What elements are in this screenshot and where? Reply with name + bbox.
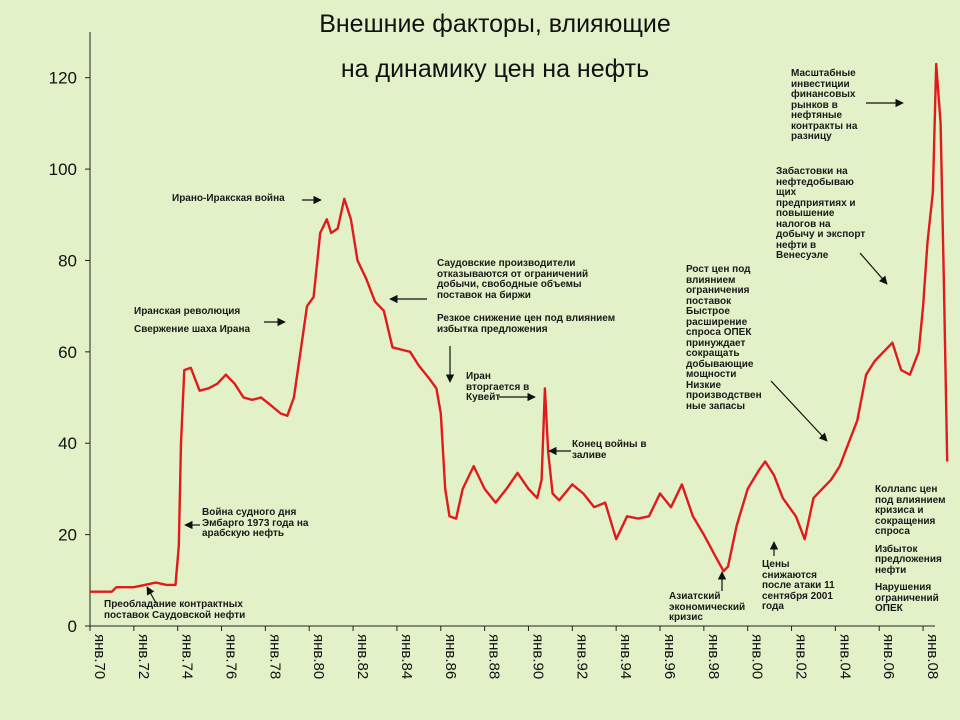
chart-title-line-1: Внешние факторы, влияющие [319,10,671,38]
annotation-iraq-kuwait: Иран вторгается в Кувейт [466,371,530,403]
annotation-saudi-producers: Саудовские производители отказываются от… [437,258,589,301]
x-tick-label: янв.96 [661,634,678,679]
annotation-collapse-3: Нарушения ограничений ОПЕК [875,582,939,614]
annotation-iran-revolution: Иранская революция Свержение шаха Ирана [134,306,262,335]
x-tick-label: янв.74 [179,634,196,679]
arrow-price-growth [770,380,828,442]
y-tick-label: 60 [58,343,77,362]
annotation-venezuela: Забастовки на нефтедобываю щих предприят… [776,166,866,261]
x-tick-label: янв.02 [793,634,810,679]
y-tick-label: 100 [49,160,77,179]
x-tick-label: янв.80 [310,634,327,679]
x-tick-label: янв.84 [398,634,415,679]
y-tick-label: 0 [68,617,77,636]
x-tick-label: янв.82 [354,634,371,679]
y-tick-label: 80 [58,251,77,270]
annotation-yom-kippur: Война судного дня Эмбарго 1973 года на а… [202,507,309,539]
arrow-venezuela [859,252,888,285]
annotation-gulf-war-end: Конец войны в заливе [572,439,647,461]
x-tick-label: янв.08 [924,634,941,679]
x-tick-label: янв.92 [573,634,590,679]
y-tick-label: 120 [49,69,77,88]
x-tick-label: янв.86 [442,634,459,679]
x-tick-label: янв.98 [705,634,722,679]
x-tick-label: янв.78 [266,634,283,679]
x-tick-label: янв.70 [91,634,108,679]
y-tick-label: 40 [58,434,77,453]
annotation-price-growth: Рост цен под влиянием ограничения постав… [686,264,762,412]
x-tick-label: янв.04 [836,634,853,679]
annotation-iran-revolution-1: Иранская революция [134,306,241,317]
chart-title-line-2: на динамику цен на нефть [340,55,650,83]
annotation-price-collapse: Коллапс цен под влиянием кризиса и сокра… [875,484,957,615]
oil-price-series-line [90,62,949,593]
x-tick-label: янв.94 [617,634,634,679]
annotation-asian-crisis: Азиатский экономический кризис [669,591,746,623]
annotation-financial-investments: Масштабные инвестиции финансовых рынков … [791,68,858,142]
x-tick-label: янв.06 [880,634,897,679]
x-tick-label: янв.88 [486,634,503,679]
annotation-after-911: Цены снижаются после атаки 11 сентября 2… [762,559,835,612]
x-tick-label: янв.76 [223,634,240,679]
annotation-iran-iraq-war: Ирано-Иракская война [172,193,285,204]
x-tick-label: янв.72 [135,634,152,679]
annotation-iran-revolution-2: Свержение шаха Ирана [134,323,251,335]
annotation-collapse-1: Коллапс цен под влиянием кризиса и сокра… [875,484,946,537]
x-tick-label: янв.90 [529,634,546,679]
annotation-sharp-decline: Резкое снижение цен под влиянием избытка… [437,313,616,335]
x-tick-label: янв.00 [749,634,766,679]
annotation-contract-supply: Преобладание контрактных поставок Саудов… [104,599,246,621]
y-tick-label: 20 [58,526,77,545]
arrow-contract-supply [146,586,157,604]
annotation-collapse-2: Избыток предложения нефти [875,543,942,576]
